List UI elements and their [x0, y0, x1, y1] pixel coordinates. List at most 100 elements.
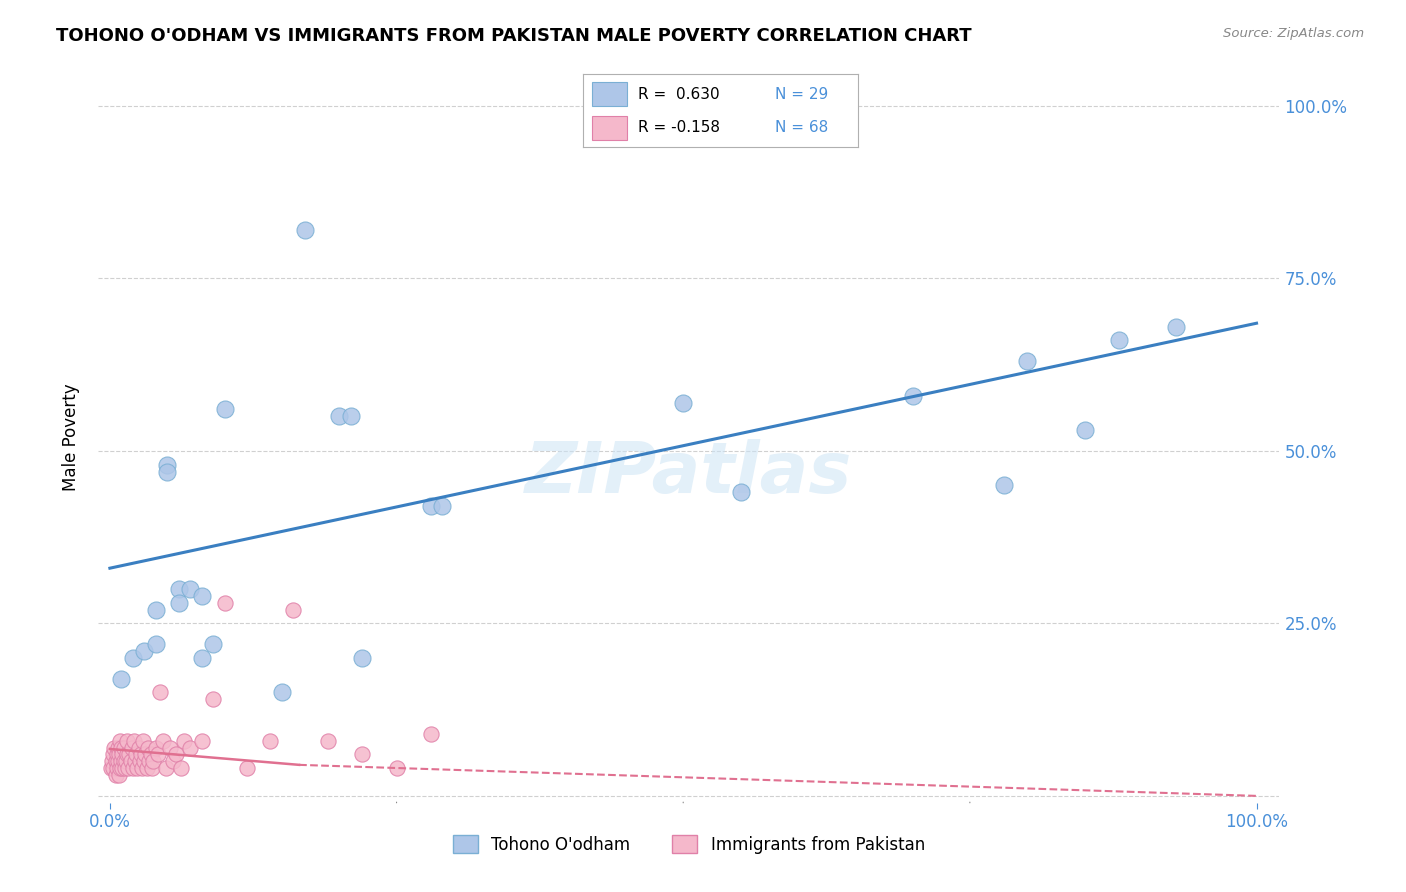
Point: [111, 761, 134, 775]
Point: [142, 755, 165, 769]
Point: [121, 761, 143, 775]
Point: [202, 692, 225, 706]
Point: [141, 747, 163, 762]
Point: [134, 755, 156, 769]
Point: [128, 740, 150, 755]
Text: TOHONO O'ODHAM VS IMMIGRANTS FROM PAKISTAN MALE POVERTY CORRELATION CHART: TOHONO O'ODHAM VS IMMIGRANTS FROM PAKIST…: [56, 27, 972, 45]
Point: [110, 740, 132, 755]
Point: [134, 644, 156, 658]
Point: [294, 223, 316, 237]
Point: [103, 740, 125, 755]
Point: [1166, 319, 1188, 334]
Point: [179, 740, 201, 755]
Point: [108, 768, 131, 782]
Point: [152, 733, 174, 747]
Bar: [592, 82, 627, 106]
Point: [283, 602, 305, 616]
Point: [108, 733, 131, 747]
Point: [124, 755, 146, 769]
Point: [173, 733, 195, 747]
Point: [259, 733, 281, 747]
Point: [121, 740, 143, 755]
Point: [167, 582, 190, 596]
Legend: Tohono O'odham, Immigrants from Pakistan: Tohono O'odham, Immigrants from Pakistan: [447, 829, 931, 860]
Point: [115, 755, 138, 769]
Point: [420, 499, 443, 513]
Point: [145, 740, 167, 755]
Point: [111, 747, 134, 762]
Point: [110, 672, 132, 686]
Point: [107, 755, 129, 769]
Point: [155, 761, 177, 775]
Point: [352, 651, 374, 665]
Point: [270, 685, 292, 699]
Point: [156, 458, 179, 472]
Point: [136, 740, 159, 755]
Point: [115, 733, 138, 747]
Point: [179, 582, 201, 596]
Point: [145, 602, 167, 616]
Point: [202, 637, 225, 651]
Point: [107, 740, 129, 755]
Point: [104, 755, 127, 769]
Point: [120, 755, 142, 769]
Point: [159, 740, 181, 755]
Point: [125, 747, 148, 762]
Text: N = 68: N = 68: [776, 120, 828, 135]
Point: [1108, 334, 1130, 348]
Point: [352, 747, 374, 762]
Point: [112, 740, 135, 755]
Point: [121, 651, 143, 665]
Point: [108, 761, 131, 775]
Point: [103, 761, 125, 775]
Point: [385, 761, 408, 775]
Point: [134, 747, 156, 762]
Point: [100, 761, 122, 775]
Point: [138, 755, 160, 769]
Point: [108, 747, 131, 762]
Point: [1073, 423, 1095, 437]
Point: [214, 402, 236, 417]
Text: ZIPatlas: ZIPatlas: [526, 439, 852, 508]
Point: [104, 768, 127, 782]
Point: [132, 733, 155, 747]
Point: [103, 747, 125, 762]
Point: [190, 651, 212, 665]
Point: [190, 733, 212, 747]
Point: [236, 761, 259, 775]
Point: [420, 727, 443, 741]
Point: [156, 465, 179, 479]
Point: [117, 761, 139, 775]
Point: [316, 733, 339, 747]
Point: [118, 747, 141, 762]
Point: [672, 395, 695, 409]
Point: [167, 596, 190, 610]
Point: [112, 755, 135, 769]
Point: [128, 755, 150, 769]
Point: [190, 589, 212, 603]
Text: R =  0.630: R = 0.630: [638, 87, 720, 102]
Point: [170, 761, 193, 775]
Point: [105, 747, 128, 762]
Point: [328, 409, 350, 424]
Y-axis label: Male Poverty: Male Poverty: [62, 384, 80, 491]
Text: N = 29: N = 29: [776, 87, 828, 102]
Point: [901, 389, 924, 403]
Point: [146, 747, 169, 762]
Point: [115, 747, 138, 762]
Point: [993, 478, 1015, 492]
Point: [110, 755, 132, 769]
Point: [145, 637, 167, 651]
Point: [101, 755, 124, 769]
Point: [339, 409, 361, 424]
Point: [129, 747, 152, 762]
Point: [127, 761, 149, 775]
Point: [141, 761, 163, 775]
Point: [165, 747, 187, 762]
Text: Source: ZipAtlas.com: Source: ZipAtlas.com: [1223, 27, 1364, 40]
Point: [131, 761, 153, 775]
Point: [114, 761, 136, 775]
Point: [432, 499, 454, 513]
Bar: [592, 116, 627, 140]
Point: [214, 596, 236, 610]
